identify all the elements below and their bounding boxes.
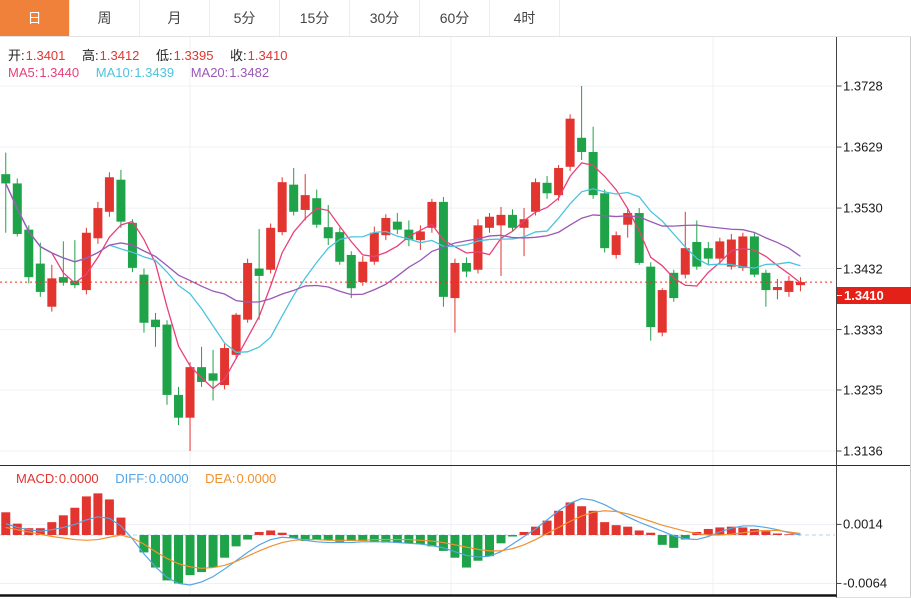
main-axis-label: 1.3629 [843, 139, 883, 155]
macd-legend: MACD:0.0000 DIFF:0.0000 DEA:0.0000 [16, 471, 289, 486]
main-axis-label: 1.3136 [843, 443, 883, 459]
tab-15分[interactable]: 15分 [280, 0, 350, 36]
ma10-line [5, 183, 801, 353]
main-axis-label: 1.3432 [843, 261, 883, 276]
tab-日[interactable]: 日 [0, 0, 70, 36]
main-axis-label: 1.3333 [843, 322, 883, 338]
macd-label: MACD: [16, 471, 58, 486]
tab-4时[interactable]: 4时 [490, 0, 560, 36]
gridlines [0, 37, 835, 596]
dea-line [5, 510, 801, 569]
macd-value: 0.0000 [58, 471, 99, 486]
diff-label: DIFF: [115, 471, 148, 486]
candles-series [1, 86, 805, 451]
axis-frame [0, 37, 911, 598]
tab-30分[interactable]: 30分 [350, 0, 420, 36]
ma20-label: MA20: [190, 65, 229, 80]
ma5-label: MA5: [8, 65, 39, 80]
ma5-value: 1.3440 [39, 65, 80, 80]
tab-周[interactable]: 周 [70, 0, 140, 36]
low-value: 1.3395 [173, 48, 214, 63]
diff-value: 0.0000 [148, 471, 189, 486]
macd-histogram [1, 493, 794, 584]
period-tabbar: 日周月 5分 15分 30分 60分 4时 [0, 0, 911, 37]
ma20-value: 1.3482 [229, 65, 270, 80]
close-label: 收: [230, 48, 247, 63]
macd-axis-label: -0.0064 [843, 575, 888, 591]
ma20-line [5, 183, 801, 303]
ma10-label: MA10: [95, 65, 134, 80]
low-label: 低: [156, 48, 173, 63]
ohlc-legend: 开:1.3401 高:1.3412 低:1.3395 收:1.3410 [8, 48, 300, 63]
dea-label: DEA: [205, 471, 236, 486]
tab-5分[interactable]: 5分 [210, 0, 280, 36]
macd-axis-label: 0.0014 [843, 516, 883, 532]
dea-value: 0.0000 [236, 471, 277, 486]
main-axis-label: 1.3728 [843, 78, 883, 94]
high-label: 高: [82, 48, 99, 63]
open-label: 开: [8, 48, 25, 63]
close-value: 1.3410 [247, 48, 288, 63]
ma5-line [5, 162, 801, 390]
ma10-value: 1.3439 [134, 65, 175, 80]
tab-60分[interactable]: 60分 [420, 0, 490, 36]
main-axis-label: 1.3530 [843, 200, 883, 216]
open-value: 1.3401 [25, 48, 66, 63]
current-price-badge: 1.3410 [837, 287, 911, 304]
ma-legend: MA5:1.3440 MA10:1.3439 MA20:1.3482 [8, 65, 282, 80]
main-axis-label: 1.3235 [843, 382, 883, 398]
high-value: 1.3412 [99, 48, 140, 63]
diff-line [5, 498, 801, 586]
tab-月[interactable]: 月 [140, 0, 210, 36]
